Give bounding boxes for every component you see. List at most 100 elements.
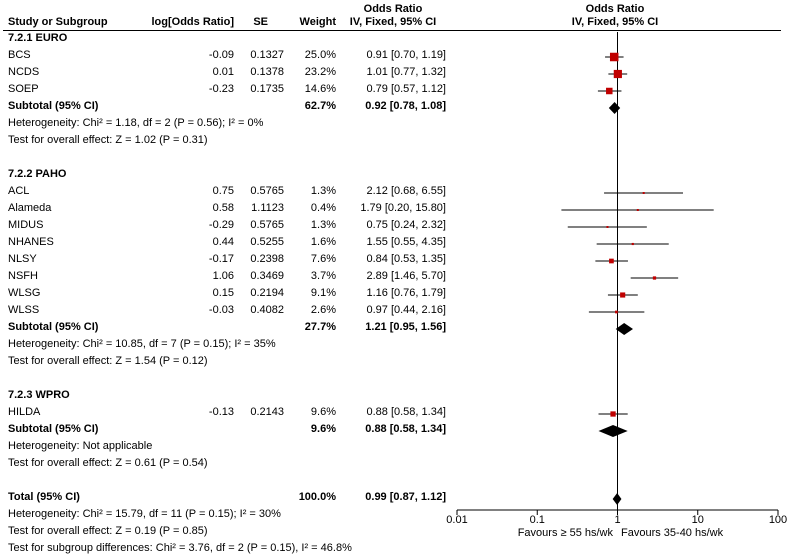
header-rule [3,30,781,31]
note-text: Heterogeneity: Not applicable [8,440,153,452]
study-se: 0.1378 [250,66,284,78]
study-square [615,310,618,314]
subtotal-label: Subtotal (95% CI) [8,423,99,435]
note-text: Test for overall effect: Z = 1.54 (P = 0… [8,355,208,367]
study-name: WLSG [8,287,41,299]
study-ci: 1.55 [0.55, 4.35] [366,236,446,248]
study-se: 0.5765 [250,185,284,197]
study-logor: -0.13 [208,406,234,418]
subtotal-ci: 0.88 [0.58, 1.34] [365,423,446,435]
study-square [609,258,614,264]
study-ci: 0.88 [0.58, 1.34] [366,406,446,418]
study-ci: 0.97 [0.44, 2.16] [366,304,446,316]
study-se: 0.4082 [250,304,284,316]
header-se: SE [253,16,268,28]
study-square [613,69,622,79]
subtotal-diamond [608,102,621,114]
study-logor: 1.06 [212,270,234,282]
plot-header-sub: IV, Fixed, 95% CI [571,16,659,28]
study-weight: 9.1% [310,287,336,299]
study-logor: 0.01 [212,66,234,78]
study-name: NCDS [8,66,40,78]
study-se: 0.2398 [250,253,284,265]
study-name: ACL [8,185,30,197]
subtotal-diamond [598,425,628,437]
study-weight: 7.6% [310,253,336,265]
header-or-sub: IV, Fixed, 95% CI [349,16,437,28]
study-logor: -0.23 [208,83,234,95]
favours-left-label: Favours ≥ 55 hs/wk [517,527,613,539]
study-weight: 2.6% [310,304,336,316]
study-weight: 0.4% [310,202,336,214]
study-se: 1.1123 [251,202,284,214]
total-label: Total (95% CI) [8,491,80,503]
study-square [606,87,613,95]
study-square [636,209,639,211]
study-ci: 2.12 [0.68, 6.55] [366,185,446,197]
study-name: NHANES [8,236,54,248]
study-ci: 0.79 [0.57, 1.12] [366,83,446,95]
total-diamond [612,493,622,505]
study-weight: 3.7% [310,270,336,282]
total-weight: 100.0% [298,491,336,503]
subtotal-weight: 9.6% [310,423,336,435]
x-tick-label: 0.01 [446,514,468,526]
total-ci: 0.99 [0.87, 1.12] [365,491,446,503]
study-se: 0.5255 [250,236,284,248]
note-text: Test for overall effect: Z = 0.61 (P = 0… [8,457,208,469]
study-ci: 0.75 [0.24, 2.32] [366,219,446,231]
note-text: Heterogeneity: Chi² = 15.79, df = 11 (P … [8,508,281,520]
study-name: NLSY [8,253,37,265]
subtotal-ci: 0.92 [0.78, 1.08] [365,100,446,112]
header-or-title: Odds Ratio [363,3,423,15]
study-weight: 9.6% [310,406,336,418]
study-name: MIDUS [8,219,44,231]
x-tick-label: 1 [614,514,621,526]
study-logor: 0.58 [212,202,234,214]
study-name: Alameda [8,202,52,214]
note-text: Heterogeneity: Chi² = 1.18, df = 2 (P = … [8,117,264,129]
note-text: Test for overall effect: Z = 0.19 (P = 0… [8,525,208,537]
x-tick-label: 0.1 [529,514,545,526]
study-name: WLSS [8,304,40,316]
study-weight: 1.3% [310,185,336,197]
study-se: 0.2194 [250,287,284,299]
study-name: BCS [8,49,31,61]
study-se: 0.1327 [250,49,284,61]
study-ci: 1.16 [0.76, 1.79] [366,287,446,299]
group-label: 7.2.2 PAHO [8,168,67,180]
study-ci: 1.79 [0.20, 15.80] [360,202,446,214]
study-name: NSFH [8,270,38,282]
study-ci: 1.01 [0.77, 1.32] [366,66,446,78]
x-tick-label: 100 [768,514,788,526]
study-weight: 25.0% [304,49,336,61]
subtotal-ci: 1.21 [0.95, 1.56] [365,321,446,333]
study-weight: 1.3% [310,219,336,231]
study-se: 0.1735 [250,83,284,95]
study-logor: -0.17 [208,253,234,265]
favours-right-label: Favours 35-40 hs/wk [621,527,724,539]
study-square [609,52,619,62]
study-weight: 14.6% [304,83,336,95]
group-label: 7.2.1 EURO [8,32,68,44]
study-logor: -0.29 [208,219,234,231]
subtotal-diamond [615,323,633,335]
study-logor: 0.75 [212,185,234,197]
study-logor: -0.09 [208,49,234,61]
note-text: Test for overall effect: Z = 1.02 (P = 0… [8,134,208,146]
study-ci: 0.91 [0.70, 1.19] [366,49,446,61]
study-logor: 0.15 [212,287,234,299]
header-weight: Weight [299,16,336,28]
note-text: Heterogeneity: Chi² = 10.85, df = 7 (P =… [8,338,276,350]
header-study: Study or Subgroup [8,16,108,28]
subtotal-label: Subtotal (95% CI) [8,321,99,333]
study-name: SOEP [8,83,39,95]
study-logor: -0.03 [208,304,234,316]
study-se: 0.5765 [250,219,284,231]
study-square [610,411,616,417]
study-ci: 0.84 [0.53, 1.35] [366,253,446,265]
study-name: HILDA [8,406,41,418]
study-square [631,242,634,246]
study-weight: 1.6% [310,236,336,248]
